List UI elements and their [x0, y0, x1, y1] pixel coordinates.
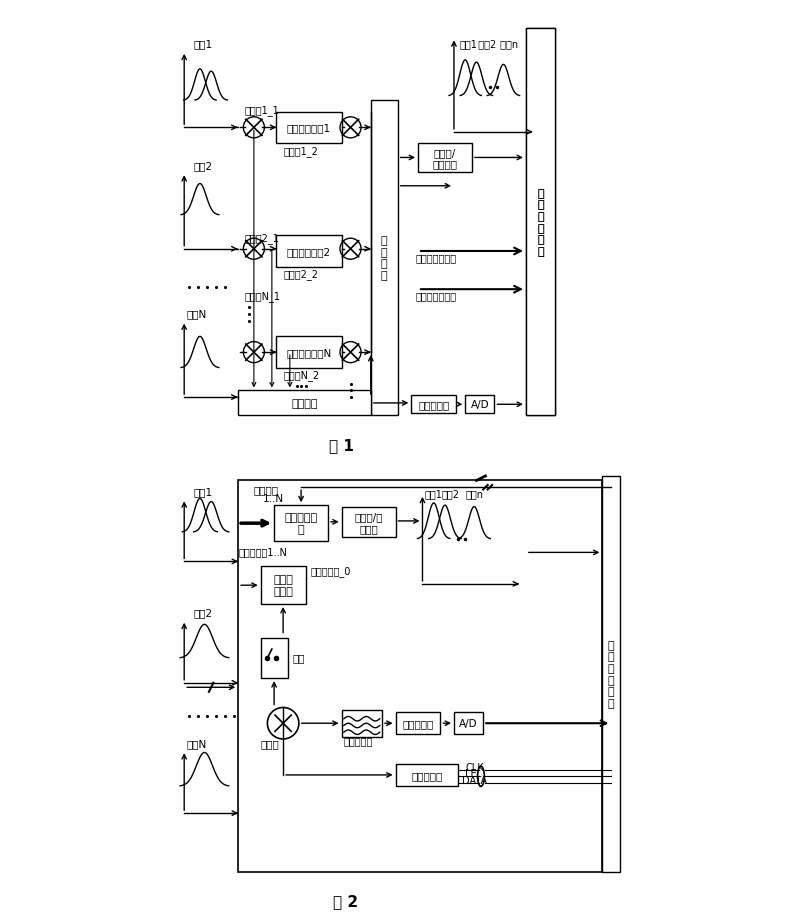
FancyBboxPatch shape: [261, 638, 288, 678]
Text: 载波N: 载波N: [186, 309, 206, 319]
FancyBboxPatch shape: [454, 712, 483, 734]
Text: 检
测
处
理
单
元: 检 测 处 理 单 元: [537, 188, 544, 256]
FancyBboxPatch shape: [465, 396, 494, 414]
Text: 电调滤波系
统: 电调滤波系 统: [285, 513, 318, 534]
Text: 功率耦合器_0: 功率耦合器_0: [310, 565, 350, 576]
Text: 开关: 开关: [292, 652, 305, 663]
Text: 载波n: 载波n: [497, 40, 518, 50]
FancyBboxPatch shape: [411, 396, 456, 414]
Text: 窄带滤波器: 窄带滤波器: [344, 736, 373, 745]
Text: 双工器/天
馈单元: 双工器/天 馈单元: [354, 512, 382, 533]
Text: 载波功率: 载波功率: [254, 484, 279, 494]
Text: A/D: A/D: [470, 400, 489, 410]
Text: 混频器: 混频器: [261, 738, 279, 748]
FancyBboxPatch shape: [276, 112, 342, 144]
Text: 合
路
单
元: 合 路 单 元: [381, 236, 387, 281]
Text: 图 2: 图 2: [334, 893, 358, 908]
Text: 载波n: 载波n: [465, 489, 483, 499]
Text: 耦合器1_2: 耦合器1_2: [283, 146, 318, 157]
Text: 电调滤波单元2: 电调滤波单元2: [287, 246, 331, 256]
Text: 载波1: 载波1: [459, 40, 478, 50]
Text: 电调滤波单元N: 电调滤波单元N: [286, 347, 331, 357]
Text: 开关阵列: 开关阵列: [291, 398, 318, 408]
Text: CLK: CLK: [465, 763, 484, 773]
Text: 耦合器2_2: 耦合器2_2: [283, 268, 318, 279]
Text: 调谐单元控制线: 调谐单元控制线: [416, 253, 457, 263]
Text: 基
带
处
理
单
元: 基 带 处 理 单 元: [608, 640, 614, 708]
FancyBboxPatch shape: [276, 236, 342, 267]
Text: LE: LE: [465, 768, 477, 778]
Text: 载波2: 载波2: [442, 489, 459, 499]
Text: 图 1: 图 1: [329, 437, 354, 452]
Text: DATA: DATA: [462, 776, 486, 785]
Text: 载波1: 载波1: [193, 40, 212, 50]
FancyBboxPatch shape: [261, 566, 306, 605]
Text: A/D: A/D: [459, 719, 478, 729]
Text: 载波N: 载波N: [186, 738, 206, 748]
Text: 耦合器2_1: 耦合器2_1: [245, 233, 280, 244]
FancyBboxPatch shape: [370, 101, 398, 415]
Text: 1..N: 1..N: [263, 494, 284, 503]
Text: 载波2: 载波2: [472, 40, 496, 50]
Text: 载波1: 载波1: [193, 486, 212, 496]
FancyBboxPatch shape: [602, 476, 620, 871]
FancyBboxPatch shape: [526, 29, 555, 415]
Text: 多路合
一开关: 多路合 一开关: [273, 574, 293, 596]
Text: 载波1: 载波1: [425, 489, 442, 499]
FancyBboxPatch shape: [418, 144, 472, 173]
FancyBboxPatch shape: [342, 508, 395, 537]
Text: 耦合器N_1: 耦合器N_1: [245, 290, 281, 301]
Text: 开关阵列控制线: 开关阵列控制线: [416, 290, 457, 301]
FancyBboxPatch shape: [274, 505, 328, 541]
Text: 检
测
处
理
单
元: 检 测 处 理 单 元: [537, 188, 544, 256]
Text: 功率检波器: 功率检波器: [418, 400, 450, 410]
Text: 耦合器1_1: 耦合器1_1: [245, 105, 280, 116]
FancyBboxPatch shape: [342, 710, 382, 737]
FancyBboxPatch shape: [238, 391, 370, 415]
Text: 载波2: 载波2: [193, 161, 212, 171]
Text: 功率检波器: 功率检波器: [402, 719, 434, 729]
Text: 载波2: 载波2: [193, 607, 212, 618]
Text: 耦合器N_2: 耦合器N_2: [283, 369, 319, 380]
Text: 电调滤波单元1: 电调滤波单元1: [287, 123, 331, 133]
FancyBboxPatch shape: [276, 337, 342, 369]
Text: 锁相环单元: 锁相环单元: [411, 770, 442, 780]
FancyBboxPatch shape: [395, 764, 458, 787]
Text: 双工器/
天馈单元: 双工器/ 天馈单元: [433, 148, 458, 169]
Text: 功率耦合器1..N: 功率耦合器1..N: [238, 547, 287, 557]
FancyBboxPatch shape: [395, 712, 441, 734]
FancyBboxPatch shape: [526, 29, 555, 415]
